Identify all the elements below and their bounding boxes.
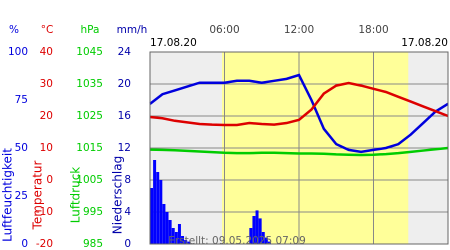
plot-border [149, 51, 449, 245]
precip-bar [162, 204, 166, 244]
date-left: 17.08.20 [150, 37, 197, 49]
precip-bar [252, 216, 256, 244]
x-tick-label: 12:00 [284, 24, 314, 36]
precip-bar [187, 241, 191, 244]
y-tick-label: -10 [36, 206, 53, 218]
x-tick-label: 06:00 [209, 24, 239, 36]
y-tick-label: 24 [118, 46, 132, 58]
y-tick-label: 12 [118, 142, 131, 154]
y-tick-label: 1045 [76, 46, 103, 58]
precip-bar [156, 172, 160, 244]
y-tick-label: 25 [15, 190, 28, 202]
y-tick-label: 1005 [76, 174, 103, 186]
precip-bar [249, 228, 253, 244]
y-tick-label: 1025 [76, 110, 103, 122]
axis-label: Temperatur [31, 160, 45, 230]
precip-bar [168, 220, 172, 244]
precip-bar [171, 228, 175, 244]
y-tick-label: 50 [15, 142, 28, 154]
y-tick-label: 0 [46, 174, 53, 186]
y-tick-label: 995 [83, 206, 103, 218]
precip-bar [255, 210, 259, 244]
precip-bar [181, 236, 185, 244]
y-tick-label: 16 [118, 110, 132, 122]
y-tick-label: 985 [83, 238, 103, 250]
y-tick-label: 30 [40, 78, 53, 90]
precip-bar [177, 224, 181, 244]
y-tick-label: 8 [124, 174, 131, 186]
y-tick-label: 40 [40, 46, 53, 58]
y-tick-label: 100 [8, 46, 28, 58]
axis-unit: hPa [81, 24, 100, 36]
data-line [149, 81, 449, 127]
y-tick-label: 10 [40, 142, 53, 154]
y-tick-label: 0 [124, 238, 131, 250]
precip-bar [165, 212, 169, 244]
precip-bar [267, 241, 271, 244]
y-tick-label: 1015 [76, 142, 103, 154]
y-tick-label: 20 [118, 78, 131, 90]
precip-bar [184, 240, 188, 244]
axis-unit: % [9, 24, 19, 36]
y-tick-label: 1035 [76, 78, 103, 90]
axis-unit: °C [41, 24, 54, 36]
precip-bar [153, 160, 157, 244]
precip-bar [261, 232, 265, 244]
x-tick-label: 18:00 [358, 24, 388, 36]
precip-bar [264, 237, 268, 244]
date-right: 17.08.20 [401, 37, 448, 49]
precip-bar [258, 218, 262, 244]
y-tick-label: 20 [40, 110, 53, 122]
data-line [149, 73, 449, 154]
footer: Erstellt: 09.05.2025 07:09 [168, 235, 306, 247]
y-tick-label: 75 [15, 94, 28, 106]
axis-label: Niederschlag [111, 156, 125, 234]
precip-bar [150, 188, 153, 244]
data-line [149, 146, 449, 157]
precip-bar [174, 232, 178, 244]
precip-bar [159, 180, 163, 244]
axis-unit: mm/h [117, 24, 148, 36]
y-tick-label: 4 [124, 206, 131, 218]
axis-label: Luftdruck [69, 167, 83, 224]
y-tick-label: -20 [36, 238, 53, 250]
axis-label: Luftfeuchtigkeit [1, 148, 15, 242]
y-tick-label: 0 [21, 238, 28, 250]
